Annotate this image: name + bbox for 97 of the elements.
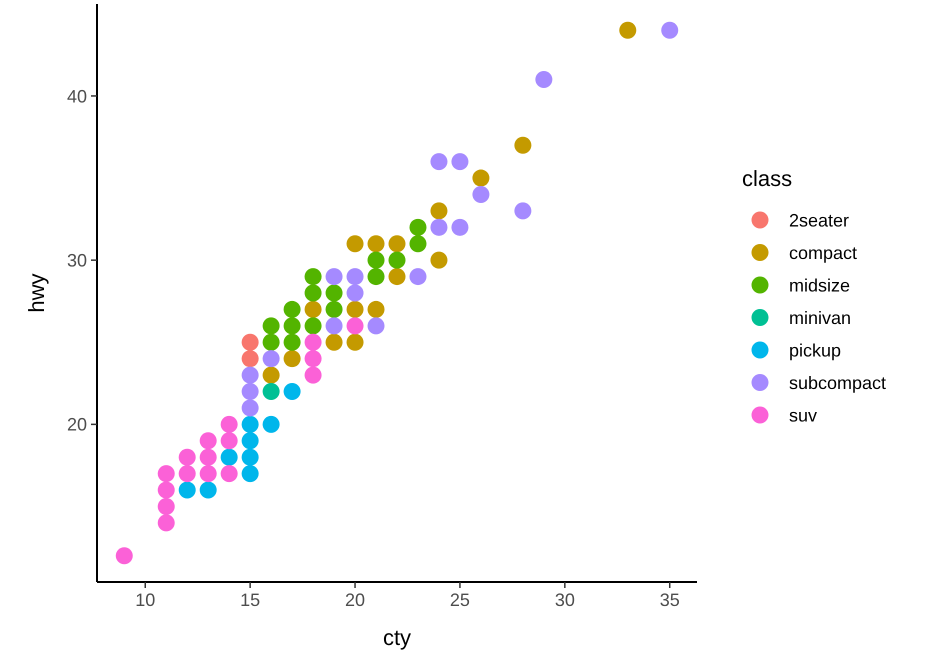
- point: [368, 252, 385, 269]
- point: [220, 465, 238, 482]
- point: [661, 22, 678, 39]
- point: [200, 432, 217, 450]
- point: [158, 498, 175, 515]
- legend-label: subcompact: [789, 372, 886, 393]
- point: [284, 300, 301, 318]
- y-axis-title: hwy: [24, 273, 49, 313]
- point: [326, 284, 343, 302]
- point: [472, 170, 490, 187]
- point: [200, 448, 217, 466]
- point: [535, 71, 552, 88]
- point: [368, 235, 385, 252]
- point: [346, 235, 364, 252]
- point: [430, 153, 448, 170]
- x-tick-label: 30: [554, 590, 575, 610]
- point: [284, 334, 301, 351]
- point: [262, 334, 280, 351]
- point: [158, 465, 175, 482]
- point: [242, 432, 259, 450]
- point: [304, 268, 322, 286]
- point: [200, 465, 217, 482]
- point: [158, 482, 175, 499]
- point: [220, 448, 238, 466]
- point: [284, 383, 301, 400]
- point: [409, 218, 426, 236]
- point: [304, 366, 322, 384]
- point: [388, 252, 406, 269]
- point: [346, 268, 364, 286]
- point: [262, 383, 280, 400]
- point: [304, 300, 322, 318]
- point: [326, 317, 343, 334]
- point: [304, 317, 322, 334]
- point: [409, 235, 426, 252]
- point: [242, 350, 259, 368]
- point: [158, 514, 175, 532]
- point: [262, 366, 280, 384]
- x-tick-label: 35: [660, 590, 680, 610]
- point: [326, 300, 343, 318]
- x-axis-title: cty: [382, 625, 412, 650]
- point: [451, 153, 468, 170]
- point: [430, 218, 448, 236]
- point: [346, 334, 364, 351]
- point: [242, 416, 259, 433]
- point: [262, 350, 280, 368]
- point: [220, 432, 238, 450]
- point: [368, 300, 385, 318]
- point: [368, 268, 385, 286]
- point: [326, 268, 343, 286]
- point: [284, 350, 301, 368]
- legend-title: class: [742, 166, 792, 191]
- point: [242, 448, 259, 466]
- point: [178, 448, 196, 466]
- legend-label: suv: [789, 405, 818, 426]
- point: [346, 300, 364, 318]
- x-tick-label: 25: [450, 590, 470, 610]
- x-tick-label: 10: [135, 590, 156, 610]
- point: [409, 268, 426, 286]
- point: [451, 218, 468, 236]
- point: [304, 350, 322, 368]
- point: [326, 334, 343, 351]
- point: [304, 284, 322, 302]
- point: [178, 482, 196, 499]
- point: [430, 252, 448, 269]
- point: [200, 482, 217, 499]
- legend-label: minivan: [789, 308, 852, 328]
- point: [430, 202, 448, 220]
- point: [178, 465, 196, 482]
- point: [116, 547, 133, 564]
- x-tick-label: 15: [240, 590, 260, 610]
- point: [242, 366, 259, 384]
- point: [220, 416, 238, 433]
- x-tick-label: 20: [345, 590, 366, 610]
- point: [368, 317, 385, 334]
- y-tick-label: 30: [66, 250, 87, 270]
- legend-label: 2seater: [789, 210, 850, 230]
- point: [262, 317, 280, 334]
- point: [514, 202, 532, 220]
- point: [472, 186, 490, 203]
- point: [304, 334, 322, 351]
- legend-label: midsize: [789, 275, 850, 296]
- y-tick-label: 40: [66, 86, 87, 106]
- point: [242, 334, 259, 351]
- point: [284, 317, 301, 334]
- point: [346, 317, 364, 334]
- point: [346, 284, 364, 302]
- point: [262, 416, 280, 433]
- point: [388, 235, 406, 252]
- legend-label: compact: [789, 242, 858, 263]
- point: [514, 136, 532, 154]
- point: [242, 383, 259, 400]
- point: [242, 465, 259, 482]
- point: [619, 22, 636, 39]
- point: [242, 399, 259, 416]
- legend-label: pickup: [789, 340, 842, 360]
- point: [388, 268, 406, 286]
- y-tick-label: 20: [66, 414, 87, 435]
